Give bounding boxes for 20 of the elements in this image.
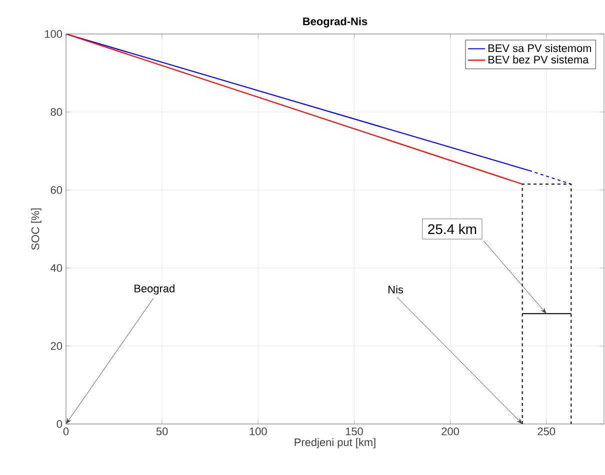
x-axis-title: Predjeni put [km]	[294, 438, 376, 448]
annotation: 25.4 km	[428, 224, 476, 234]
chart-title: Beograd-Nis	[303, 17, 368, 28]
legend-label: BEV sa PV sistemom	[488, 44, 592, 52]
x-tick-label: 0	[63, 428, 69, 436]
y-tick-label: 40	[50, 264, 62, 272]
x-tick-label: 100	[250, 428, 267, 436]
x-tick-label: 150	[346, 428, 363, 436]
y-tick-label: 80	[50, 108, 62, 116]
annotation: Beograd	[134, 284, 174, 295]
y-tick-label: 100	[45, 30, 62, 38]
y-tick-label: 60	[50, 186, 62, 194]
annotation: Nis	[388, 285, 404, 294]
y-axis-title: SOC [%]	[31, 208, 42, 250]
legend-label: BEV bez PV sistema	[488, 55, 589, 64]
y-tick-label: 0	[56, 420, 62, 428]
y-tick-label: 20	[50, 342, 62, 350]
x-tick-label: 50	[156, 428, 168, 436]
x-tick-label: 200	[442, 428, 459, 436]
x-tick-label: 250	[538, 428, 556, 436]
